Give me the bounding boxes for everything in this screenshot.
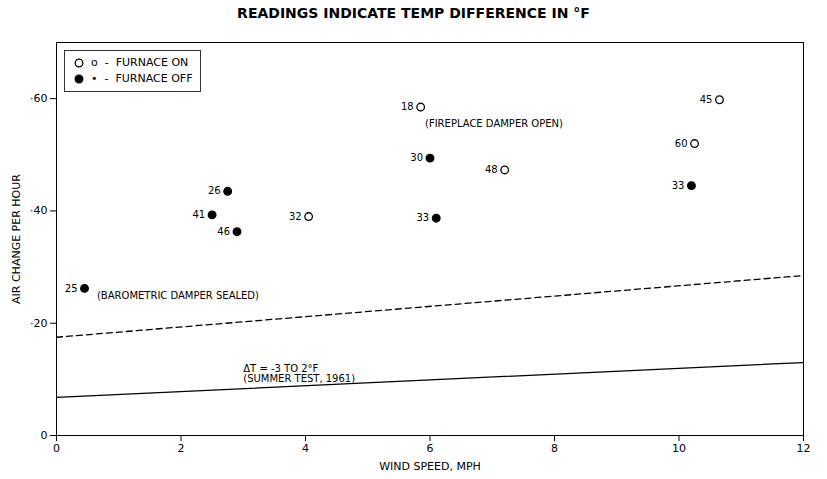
svg-text:ΔT = -3 TO 2°F(SUMMER TEST, 19: ΔT = -3 TO 2°F(SUMMER TEST, 1961) (243, 363, 355, 384)
svg-text:30: 30 (410, 152, 423, 163)
svg-text:AIR CHANGE PER HOUR: AIR CHANGE PER HOUR (10, 174, 23, 304)
svg-text:2: 2 (178, 442, 185, 455)
svg-text:45: 45 (700, 94, 713, 105)
svg-text:·40: ·40 (30, 204, 48, 217)
svg-text:8: 8 (551, 442, 558, 455)
svg-text:33: 33 (672, 180, 685, 191)
svg-text:·60: ·60 (30, 92, 48, 105)
svg-text:0: 0 (53, 442, 60, 455)
svg-text:26: 26 (208, 185, 221, 196)
svg-text:48: 48 (485, 164, 498, 175)
svg-text:0: 0 (41, 429, 48, 442)
svg-text:(FIREPLACE DAMPER OPEN): (FIREPLACE DAMPER OPEN) (425, 118, 563, 129)
svg-text:25: 25 (65, 283, 78, 294)
svg-text:32: 32 (289, 211, 302, 222)
svg-text:60: 60 (675, 138, 688, 149)
html-text:o - FURNACE ON: o - FURNACE ON (91, 56, 189, 69)
svg-text:4: 4 (302, 442, 309, 455)
svg-text:10: 10 (672, 442, 686, 455)
svg-text:46: 46 (217, 226, 230, 237)
svg-text:18: 18 (401, 101, 414, 112)
svg-text:·20: ·20 (30, 317, 48, 330)
svg-text:6: 6 (427, 442, 434, 455)
html-text:• - FURNACE OFF: • - FURNACE OFF (91, 72, 193, 85)
svg-text:12: 12 (797, 442, 811, 455)
svg-text:33: 33 (416, 212, 429, 223)
svg-text:41: 41 (192, 209, 205, 220)
svg-text:WIND SPEED, MPH: WIND SPEED, MPH (379, 460, 481, 473)
html-text:READINGS INDICATE TEMP DIFFERE: READINGS INDICATE TEMP DIFFERENCE IN °F (237, 5, 590, 21)
svg-text:(BAROMETRIC DAMPER SEALED): (BAROMETRIC DAMPER SEALED) (97, 290, 259, 301)
